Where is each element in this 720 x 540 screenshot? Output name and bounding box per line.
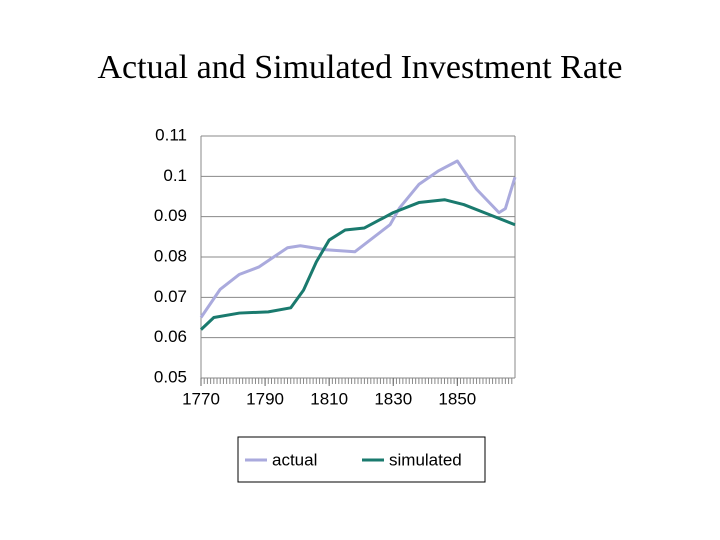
y-tick-label: 0.06 bbox=[154, 327, 187, 346]
x-tick-label: 1850 bbox=[438, 389, 476, 408]
y-tick-label: 0.05 bbox=[154, 367, 187, 386]
series-line bbox=[199, 159, 517, 319]
legend-label: actual bbox=[272, 450, 317, 469]
legend-frame bbox=[237, 436, 486, 483]
y-tick-label: 0.08 bbox=[154, 246, 187, 265]
x-tick-label: 1790 bbox=[246, 389, 284, 408]
y-tick-label: 0.11 bbox=[155, 125, 187, 144]
chart-title: Actual and Simulated Investment Rate bbox=[98, 49, 623, 86]
x-tick-label: 1810 bbox=[310, 389, 348, 408]
x-tick-label: 1770 bbox=[182, 389, 220, 408]
y-tick-label: 0.09 bbox=[154, 206, 187, 225]
x-tick-label: 1830 bbox=[374, 389, 412, 408]
legend-label: simulated bbox=[389, 450, 462, 469]
y-tick-label: 0.07 bbox=[154, 287, 187, 306]
series-line bbox=[199, 198, 516, 331]
y-tick-label: 0.1 bbox=[163, 166, 187, 185]
